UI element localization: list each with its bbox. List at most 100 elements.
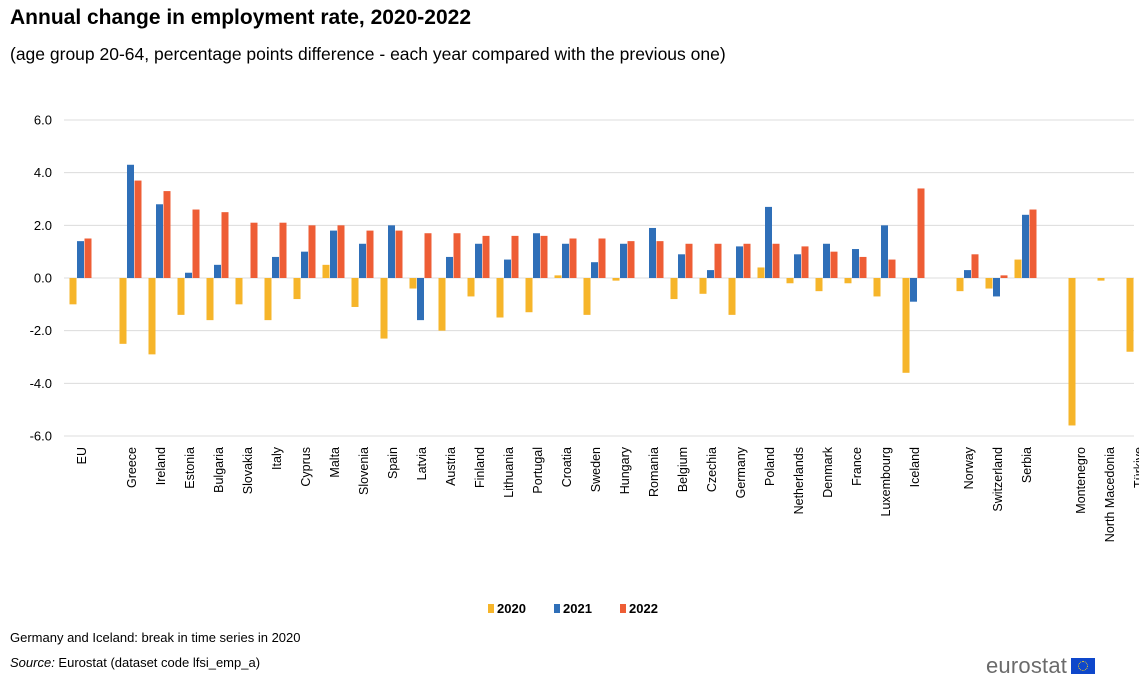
bar-2020 <box>148 278 156 355</box>
source-text: Eurostat (dataset code lfsi_emp_a) <box>54 655 261 670</box>
bar-2020 <box>699 278 707 294</box>
chart-title: Annual change in employment rate, 2020-2… <box>10 6 471 29</box>
bar-2021 <box>417 278 424 321</box>
bar-2020 <box>554 275 562 278</box>
y-tick-label: 0.0 <box>34 271 52 286</box>
x-tick-label: Croatia <box>560 447 574 487</box>
x-tick-label: Slovenia <box>357 447 371 495</box>
bar-2020 <box>670 278 678 300</box>
bar-2022 <box>453 233 461 278</box>
x-tick-label: Switzerland <box>991 447 1005 512</box>
bar-2020 <box>322 264 330 278</box>
bar-2020 <box>902 278 910 373</box>
bar-2020 <box>177 278 185 315</box>
bar-2020 <box>786 278 794 284</box>
bar-chart: 6.0 4.0 2.0 0.0 -2.0 -4.0 -6.0 EU Greece Ireland E… <box>30 113 1139 617</box>
x-tick-label: Portugal <box>531 447 545 494</box>
bar-2020 <box>235 278 243 305</box>
bar-2021 <box>964 270 971 278</box>
bar-2020 <box>264 278 272 321</box>
bar-2020 <box>1068 278 1076 426</box>
bar-2022 <box>250 222 258 278</box>
bar-2022 <box>569 238 577 278</box>
bar-2022 <box>598 238 606 278</box>
bar-2020 <box>438 278 446 331</box>
chart-subtitle: (age group 20-64, percentage points diff… <box>10 44 726 64</box>
x-tick-label: Netherlands <box>792 447 806 514</box>
bar-2022 <box>743 243 751 278</box>
bar-2022 <box>971 254 979 278</box>
x-tick-label: Poland <box>763 447 777 486</box>
bar-2020 <box>1126 278 1134 352</box>
bar-2020 <box>728 278 736 315</box>
bar-2022 <box>482 235 490 278</box>
logo-text: eurostat <box>986 653 1068 678</box>
bar-2022 <box>192 209 200 278</box>
x-tick-label: Denmark <box>821 446 835 497</box>
bar-2021 <box>707 270 714 278</box>
bar-2021 <box>446 256 453 278</box>
bar-2022 <box>888 259 896 278</box>
x-tick-label: France <box>850 447 864 486</box>
bar-2020 <box>380 278 388 339</box>
bar-2021 <box>475 243 482 278</box>
bar-2022 <box>84 238 92 278</box>
bar-2022 <box>366 230 374 278</box>
x-tick-label: Serbia <box>1020 447 1034 483</box>
x-tick-label: Latvia <box>415 447 429 480</box>
legend-label-2021: 2021 <box>563 601 592 616</box>
chart-source: Source: Eurostat (dataset code lfsi_emp_… <box>10 655 260 670</box>
bar-2020 <box>293 278 301 300</box>
bar-2021 <box>301 251 308 278</box>
bar-2022 <box>801 246 809 278</box>
bar-2021 <box>678 254 685 278</box>
legend-label-2022: 2022 <box>629 601 658 616</box>
bar-2022 <box>714 243 722 278</box>
y-tick-label: -4.0 <box>30 376 52 391</box>
x-tick-label: Malta <box>328 447 342 478</box>
bar-2022 <box>134 180 142 278</box>
bar-2022 <box>279 222 287 278</box>
x-tick-label: Austria <box>444 447 458 486</box>
bar-2021 <box>330 230 337 278</box>
bar-2020 <box>206 278 214 321</box>
bar-2022 <box>859 256 867 278</box>
bar-2022 <box>540 235 548 278</box>
bar-2020 <box>525 278 533 313</box>
bar-2020 <box>409 278 417 289</box>
bar-2021 <box>591 262 598 278</box>
bar-2021 <box>736 246 743 278</box>
x-tick-label: Sweden <box>589 447 603 492</box>
x-tick-label: Iceland <box>908 447 922 487</box>
bar-2020 <box>844 278 852 284</box>
x-tick-label: Czechia <box>705 447 719 492</box>
bar-2020 <box>985 278 993 289</box>
y-tick-label: 6.0 <box>34 113 52 128</box>
y-tick-label: 2.0 <box>34 218 52 233</box>
x-tick-label: Cyprus <box>299 447 313 487</box>
x-tick-label: Germany <box>734 446 748 498</box>
bar-2020 <box>69 278 77 305</box>
bar-2020 <box>351 278 359 307</box>
bar-2022 <box>308 225 316 278</box>
bar-2021 <box>1022 214 1029 278</box>
bar-2021 <box>214 264 221 278</box>
bar-2021 <box>272 256 279 278</box>
x-tick-label: Greece <box>125 447 139 488</box>
bar-2022 <box>1029 209 1037 278</box>
legend-swatch-2022 <box>620 604 626 613</box>
bar-2021 <box>533 233 540 278</box>
bar-2021 <box>504 259 511 278</box>
bar-2022 <box>917 188 925 278</box>
legend-label-2020: 2020 <box>497 601 526 616</box>
x-tick-label: Bulgaria <box>212 447 226 493</box>
x-tick-label: Belgium <box>676 447 690 492</box>
bar-2021 <box>156 204 163 278</box>
x-tick-label: Romania <box>647 447 661 497</box>
x-tick-label: Luxembourg <box>879 447 893 517</box>
bar-2020 <box>496 278 504 318</box>
bar-2022 <box>424 233 432 278</box>
bar-2021 <box>620 243 627 278</box>
bar-2022 <box>685 243 693 278</box>
bar-2021 <box>881 225 888 278</box>
